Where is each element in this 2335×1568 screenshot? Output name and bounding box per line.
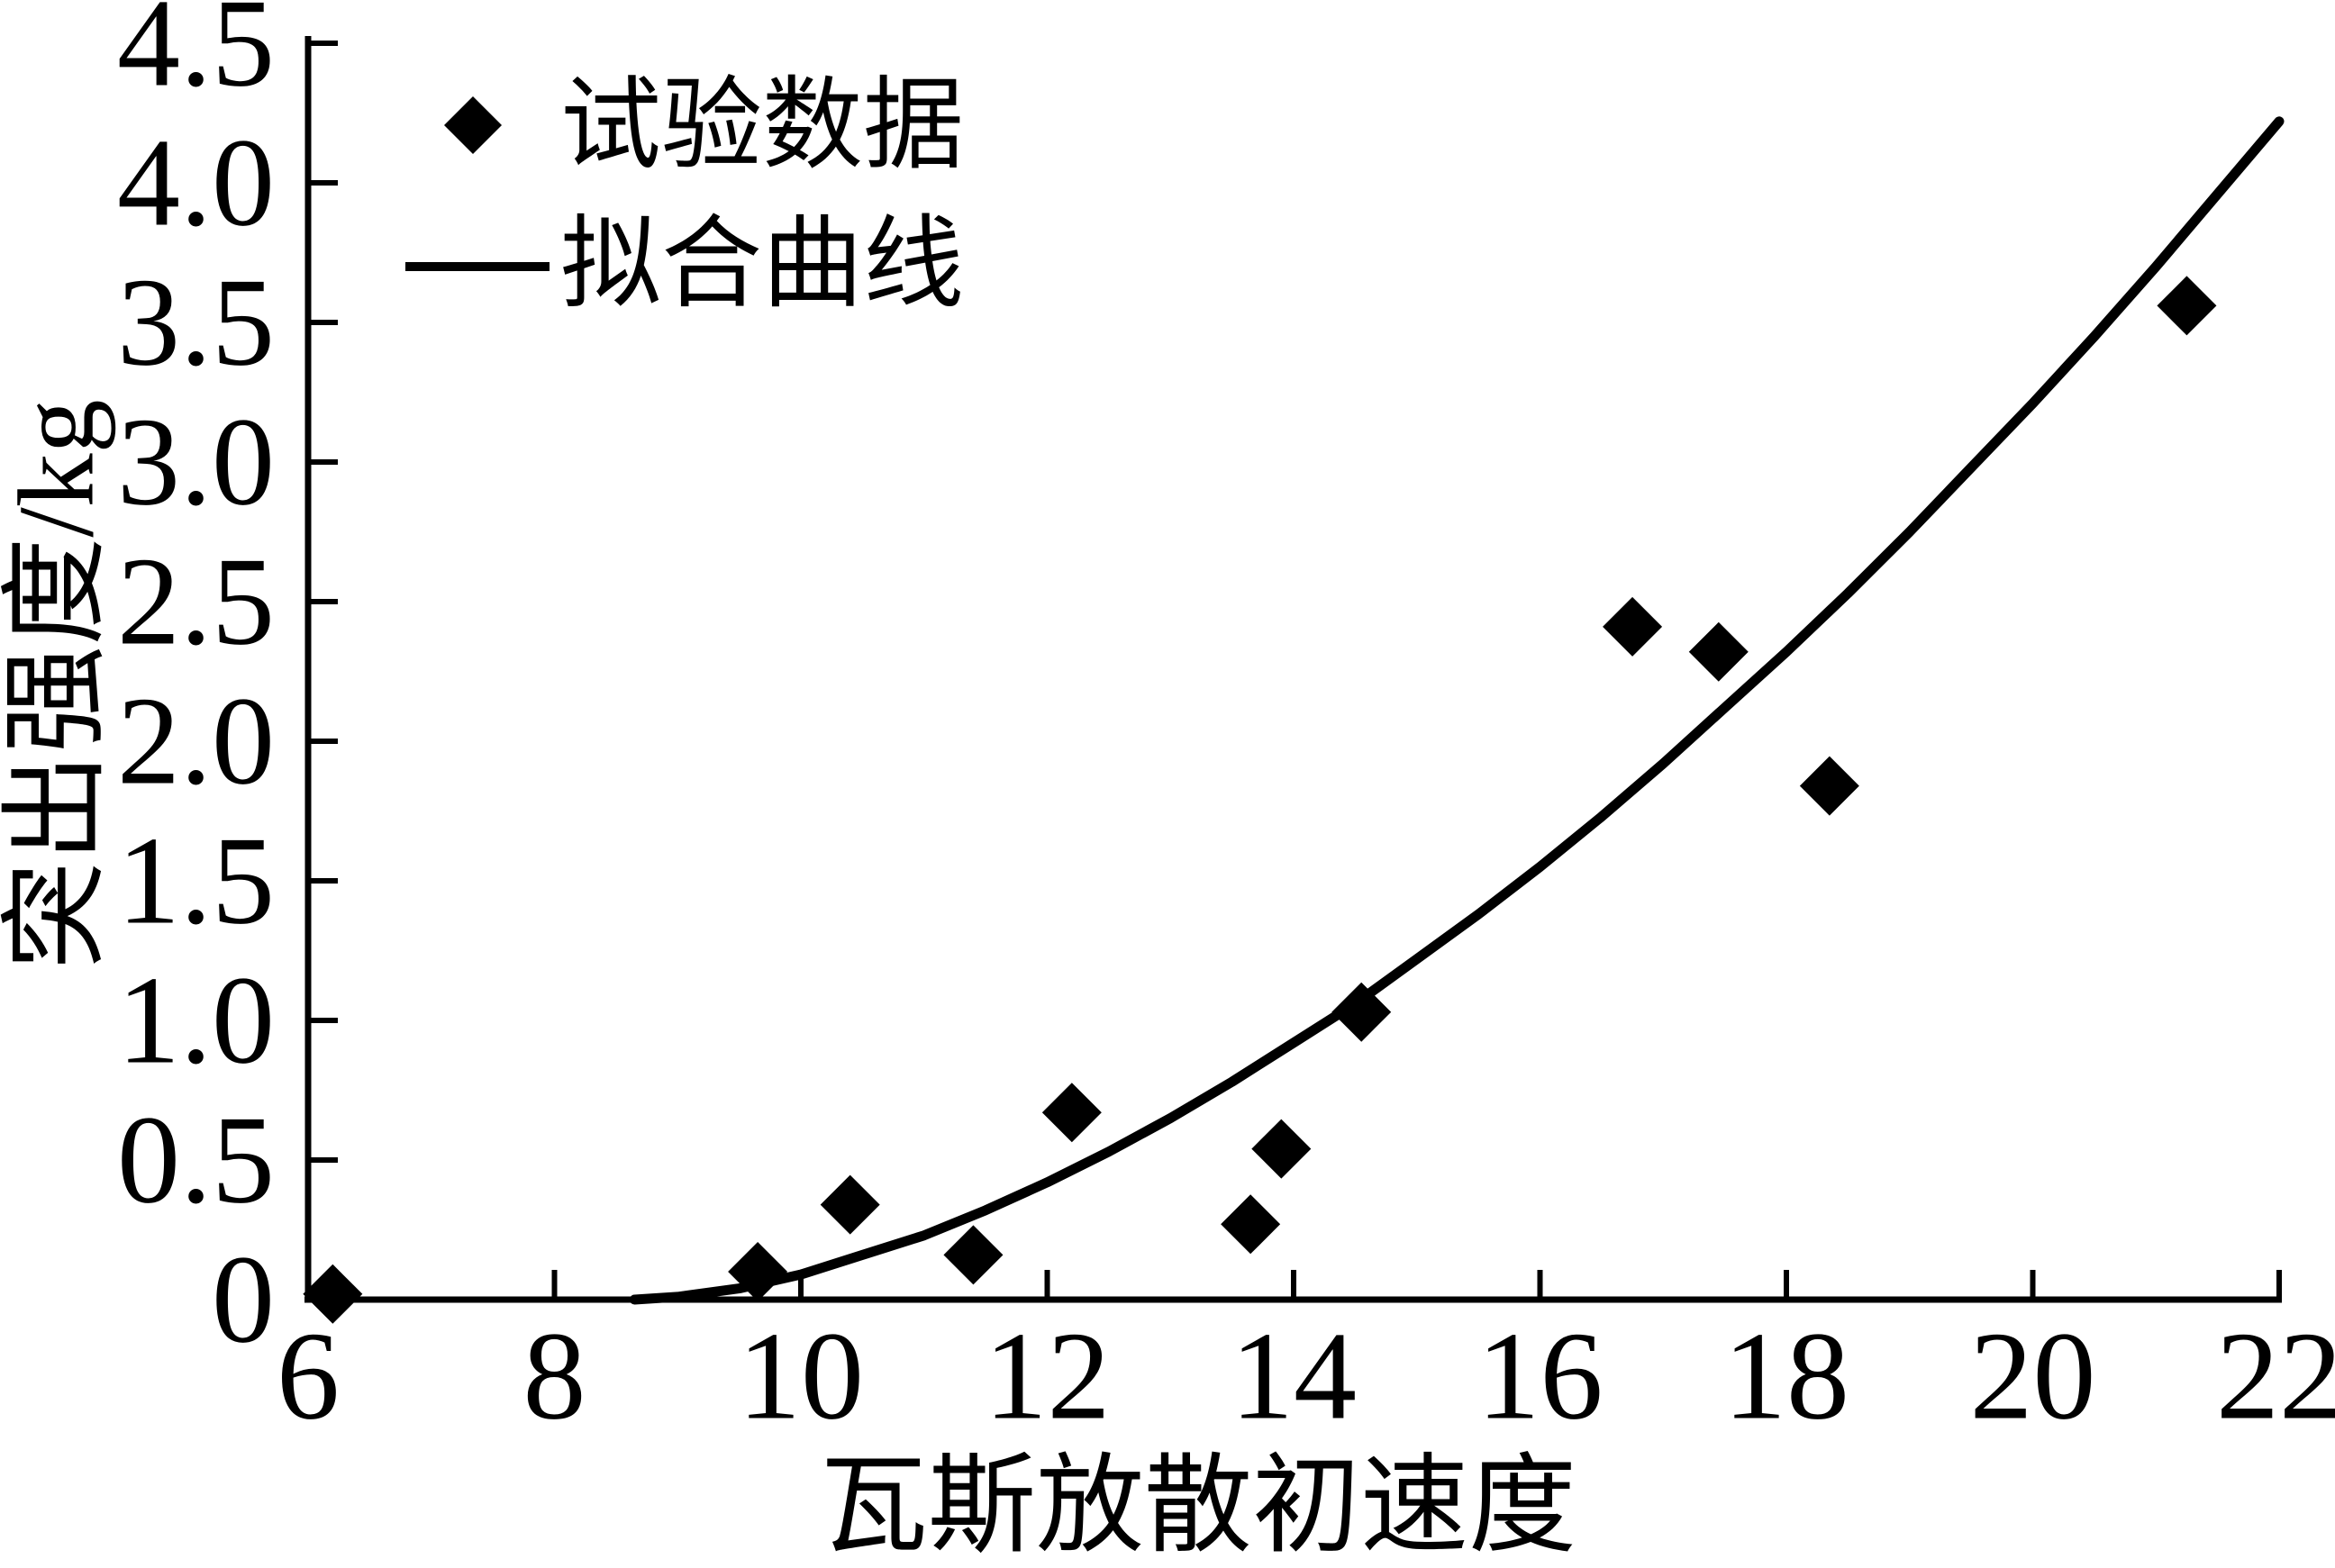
fit-curve [629, 116, 2285, 1305]
x-axis-tick-labels: 6 8 10 12 14 16 18 20 22 [277, 1307, 2335, 1446]
x-tick-label: 12 [985, 1307, 1111, 1446]
y-tick-label: 3.0 [117, 393, 275, 532]
x-tick-label: 6 [277, 1307, 340, 1446]
y-tick-label: 4.5 [117, 0, 275, 113]
y-tick-label: 1.0 [117, 951, 275, 1091]
legend-label-experimental-data: 试验数据 [560, 70, 964, 182]
x-tick-label: 8 [523, 1307, 586, 1446]
scatter-point [1221, 1194, 1281, 1255]
y-tick-label: 4.0 [117, 113, 275, 253]
scatter-point [1799, 756, 1859, 816]
scatter-point [1041, 1083, 1102, 1143]
x-tick-label: 22 [2216, 1307, 2335, 1446]
legend-label-fitted-curve: 拟合曲线 [560, 209, 964, 321]
scatter-point [1603, 596, 1663, 657]
x-tick-label: 20 [1970, 1307, 2096, 1446]
y-tick-label: 2.0 [117, 672, 275, 811]
x-tick-label: 16 [1477, 1307, 1604, 1446]
y-axis-title: 突出强度/kg [0, 399, 116, 969]
scatter-point [820, 1174, 880, 1235]
x-axis-title: 瓦斯放散初速度 [820, 1446, 1576, 1566]
y-tick-label: 0 [212, 1230, 275, 1370]
scatter-point [943, 1225, 1004, 1285]
series-layer [303, 116, 2285, 1324]
scatter-point [1331, 982, 1392, 1042]
legend-diamond-marker-icon [444, 96, 502, 154]
x-tick-label: 10 [738, 1307, 864, 1446]
x-tick-label: 14 [1231, 1307, 1357, 1446]
x-tick-label: 18 [1723, 1307, 1849, 1446]
scatter-point [1688, 621, 1749, 682]
y-tick-label: 1.5 [117, 811, 275, 951]
y-tick-label: 2.5 [117, 532, 275, 672]
y-axis-tick-labels: 00.51.01.52.02.53.03.54.04.5 [117, 0, 275, 1370]
scatter-point [303, 1264, 363, 1324]
legend: 试验数据 拟合曲线 [405, 70, 964, 321]
scatter-point [1251, 1119, 1312, 1179]
scatter-point [2157, 276, 2217, 336]
y-tick-label: 0.5 [117, 1091, 275, 1230]
y-tick-label: 3.5 [117, 253, 275, 393]
